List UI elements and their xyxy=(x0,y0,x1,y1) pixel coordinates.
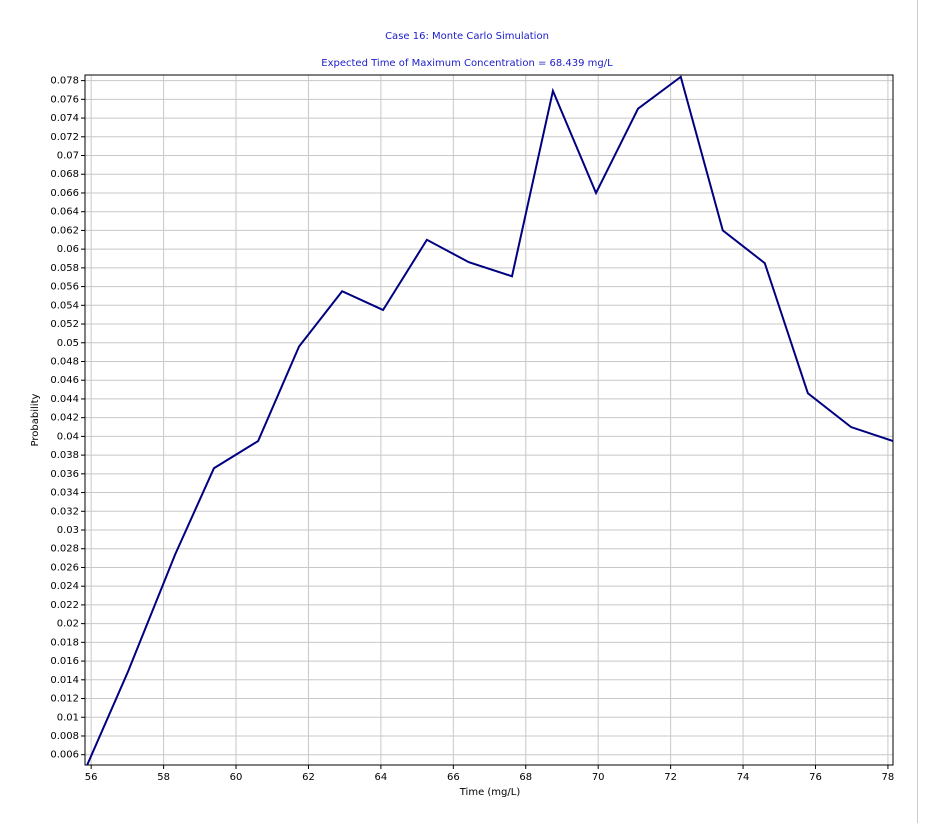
y-tick-label: 0.042 xyxy=(50,413,79,424)
y-tick-label: 0.058 xyxy=(50,263,79,274)
x-tick-label: 70 xyxy=(592,772,605,783)
y-tick-label: 0.064 xyxy=(50,207,79,218)
plot-area xyxy=(85,75,893,765)
y-tick-label: 0.032 xyxy=(50,506,79,517)
x-tick-label: 68 xyxy=(519,772,532,783)
data-line xyxy=(86,75,894,766)
y-tick-label: 0.02 xyxy=(57,619,79,630)
chart-title: Case 16: Monte Carlo Simulation xyxy=(385,31,549,42)
x-tick-label: 64 xyxy=(375,772,388,783)
y-axis-label: Probability xyxy=(30,393,41,446)
y-tick-label: 0.068 xyxy=(50,169,79,180)
y-tick-label: 0.028 xyxy=(50,544,79,555)
y-tick-label: 0.008 xyxy=(50,731,79,742)
y-tick-label: 0.026 xyxy=(50,562,79,573)
y-tick-label: 0.034 xyxy=(50,488,79,499)
y-tick-label: 0.046 xyxy=(50,375,79,386)
y-tick-label: 0.076 xyxy=(50,94,79,105)
y-tick-label: 0.018 xyxy=(50,637,79,648)
y-tick-label: 0.074 xyxy=(50,113,79,124)
x-tick-label: 74 xyxy=(737,772,750,783)
y-tick-label: 0.05 xyxy=(57,338,79,349)
y-tick-label: 0.014 xyxy=(50,675,79,686)
x-tick-label: 58 xyxy=(157,772,170,783)
x-tick-label: 56 xyxy=(85,772,98,783)
y-tick-label: 0.072 xyxy=(50,132,79,143)
x-tick-label: 62 xyxy=(302,772,315,783)
y-tick-label: 0.04 xyxy=(57,431,79,442)
y-tick-label: 0.036 xyxy=(50,469,79,480)
y-tick-label: 0.01 xyxy=(57,712,79,723)
y-tick-label: 0.056 xyxy=(50,282,79,293)
x-tick-label: 66 xyxy=(447,772,460,783)
x-tick-label: 76 xyxy=(809,772,822,783)
y-tick-label: 0.038 xyxy=(50,450,79,461)
x-tick-label: 72 xyxy=(664,772,677,783)
y-tick-label: 0.06 xyxy=(57,244,79,255)
x-tick-label: 60 xyxy=(230,772,243,783)
y-tick-label: 0.07 xyxy=(57,151,79,162)
chart-subtitle: Expected Time of Maximum Concentration =… xyxy=(321,58,613,69)
y-tick-label: 0.052 xyxy=(50,319,79,330)
y-tick-label: 0.066 xyxy=(50,188,79,199)
y-tick-label: 0.048 xyxy=(50,356,79,367)
y-tick-label: 0.022 xyxy=(50,600,79,611)
y-tick-label: 0.078 xyxy=(50,76,79,87)
plot-frame xyxy=(84,74,894,766)
y-tick-label: 0.044 xyxy=(50,394,79,405)
y-tick-label: 0.006 xyxy=(50,750,79,761)
y-tick-label: 0.012 xyxy=(50,694,79,705)
x-axis-label: Time (mg/L) xyxy=(459,787,521,798)
y-tick-label: 0.024 xyxy=(50,581,79,592)
y-tick-label: 0.062 xyxy=(50,225,79,236)
y-tick-label: 0.03 xyxy=(57,525,79,536)
y-tick-label: 0.016 xyxy=(50,656,79,667)
y-tick-label: 0.054 xyxy=(50,300,79,311)
x-tick-label: 78 xyxy=(882,772,895,783)
